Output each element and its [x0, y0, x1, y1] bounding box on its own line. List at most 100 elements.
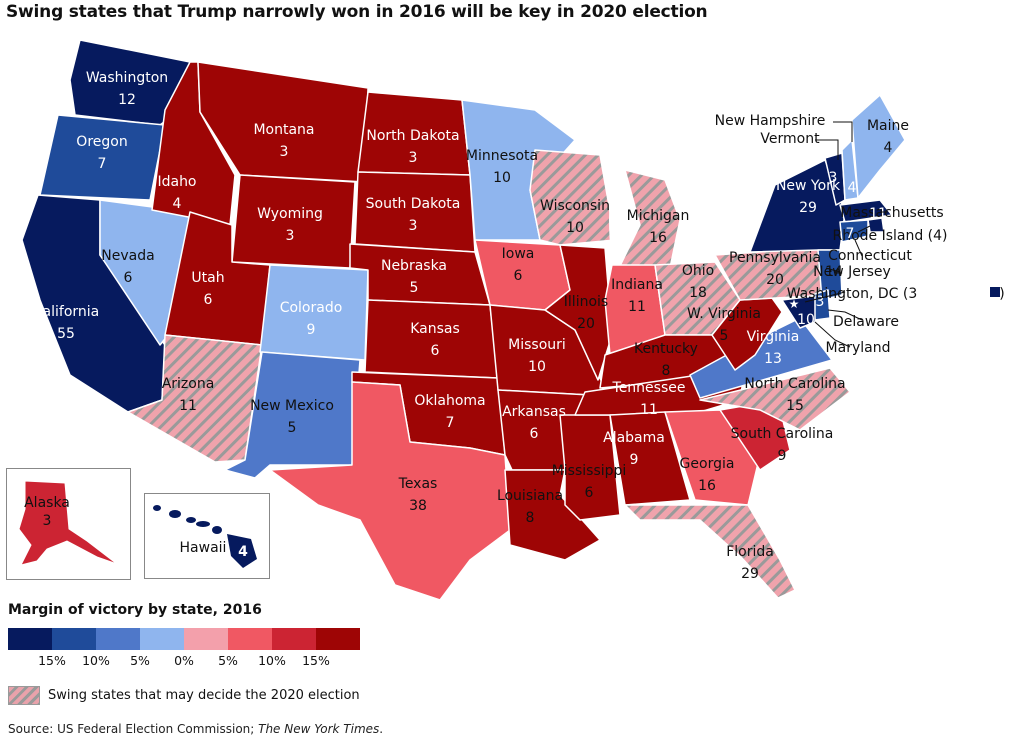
state-ev-w-virginia: 5	[720, 328, 729, 344]
legend-swatch-d0	[140, 628, 184, 650]
state-maine[interactable]	[851, 94, 906, 199]
state-alaska[interactable]	[18, 480, 118, 566]
dc-star-icon: ★	[789, 297, 800, 311]
legend-swatch-d10	[52, 628, 96, 650]
state-ev-montana: 3	[280, 144, 289, 160]
state-label-oklahoma: Oklahoma	[414, 393, 485, 409]
state-idaho[interactable]	[151, 61, 236, 226]
state-rhode-island[interactable]	[867, 217, 885, 233]
state-label-new-york: New York	[776, 178, 841, 194]
state-ev-washington: 12	[118, 92, 136, 108]
state-ev-indiana: 11	[628, 299, 646, 315]
state-ev-maine: 4	[884, 140, 893, 156]
state-ev-south-carolina: 9	[778, 448, 787, 464]
alaska-inset: Alaska 3	[6, 468, 131, 580]
state-illinois[interactable]	[544, 244, 613, 381]
state-ev-arkansas: 6	[530, 426, 539, 442]
state-massachusetts[interactable]	[839, 199, 893, 223]
state-ev-louisiana: 8	[526, 510, 535, 526]
state-ev-nebraska: 5	[410, 280, 419, 296]
state-ev-south-dakota: 3	[409, 218, 418, 234]
state-ev-new-mexico: 5	[288, 420, 297, 436]
state-label-nevada: Nevada	[101, 248, 154, 264]
state-hawaii[interactable]	[227, 534, 257, 568]
state-label-mississippi: Mississippi	[552, 463, 627, 479]
legend-swatch-r15	[316, 628, 360, 650]
state-label-kansas: Kansas	[410, 321, 460, 337]
state-label-virginia: Virginia	[747, 329, 800, 345]
state-ev-new-jersey: 14	[825, 264, 843, 280]
state-labels: Washington12Oregon7California55Nevada6Id…	[33, 70, 1005, 582]
state-label-massachusetts: Massachusetts	[840, 205, 943, 221]
state-connecticut[interactable]	[839, 219, 869, 243]
state-label-nebraska: Nebraska	[381, 258, 447, 274]
state-ev-mississippi: 6	[585, 485, 594, 501]
state-ev-tennessee: 11	[640, 402, 658, 418]
legend-swatch-d5	[96, 628, 140, 650]
state-label-north-dakota: North Dakota	[366, 128, 459, 144]
state-label-indiana: Indiana	[611, 277, 663, 293]
state-north-carolina[interactable]	[699, 367, 851, 431]
state-ev-idaho: 4	[173, 196, 182, 212]
state-ev-georgia: 16	[698, 478, 716, 494]
state-ev-missouri: 10	[528, 359, 546, 375]
state-label-idaho: Idaho	[157, 174, 196, 190]
state-label-new-mexico: New Mexico	[250, 398, 334, 414]
legend-swatch-r0	[184, 628, 228, 650]
state-texas[interactable]	[269, 381, 511, 600]
state-label-washington: Washington	[86, 70, 168, 86]
state-nebraska[interactable]	[349, 243, 491, 306]
state-ev-ohio: 18	[689, 285, 707, 301]
callout-lines	[804, 121, 888, 348]
state-label-montana: Montana	[253, 122, 314, 138]
state-label-washington-dc-: Washington, DC (3	[787, 286, 918, 302]
legend-tick: 10%	[258, 653, 286, 668]
source-italic: The New York Times	[258, 722, 380, 736]
state-ev-minnesota: 10	[493, 170, 511, 186]
state-ev-texas: 38	[409, 498, 427, 514]
state-florida[interactable]	[624, 504, 796, 599]
legend-swatch-r10	[272, 628, 316, 650]
swing-hatch-swatch	[8, 686, 40, 705]
swing-label: Swing states that may decide the 2020 el…	[48, 688, 360, 703]
state-alabama[interactable]	[609, 411, 691, 506]
state-kansas[interactable]	[364, 299, 499, 379]
source-prefix: Source: US Federal Election Commission;	[8, 722, 259, 736]
map-title: Swing states that Trump narrowly won in …	[6, 2, 708, 22]
state-label-vermont: Vermont	[760, 131, 820, 147]
legend-color-scale	[8, 628, 360, 650]
state-ev-oklahoma: 7	[446, 415, 455, 431]
state-ev-florida: 29	[741, 566, 759, 582]
state-ev-arizona: 11	[179, 398, 197, 414]
state-label-illinois: Illinois	[564, 294, 608, 310]
state-label-arizona: Arizona	[162, 376, 215, 392]
state-ev-pennsylvania: 20	[766, 272, 784, 288]
dc-square-icon	[990, 287, 1000, 297]
state-south-dakota[interactable]	[354, 171, 476, 253]
state-ev-new-hampshire: 4	[848, 180, 857, 196]
legend-tick: 15%	[38, 653, 66, 668]
legend-ticks: 15% 10% 5% 0% 5% 10% 15%	[8, 653, 360, 669]
state-label-utah: Utah	[191, 270, 224, 286]
state-ev-california: 55	[57, 326, 75, 342]
state-label-delaware: Delaware	[833, 314, 899, 330]
state-label-arkansas: Arkansas	[502, 404, 566, 420]
state-label-michigan: Michigan	[627, 208, 690, 224]
state-label-florida: Florida	[726, 544, 774, 560]
state-oregon[interactable]	[39, 114, 166, 201]
state-label-iowa: Iowa	[502, 246, 535, 262]
state-ev-iowa: 6	[514, 268, 523, 284]
hawaii-label: Hawaii	[180, 540, 227, 556]
legend-swatch-r5	[228, 628, 272, 650]
state-label-tennessee: Tennessee	[612, 380, 686, 396]
legend-title: Margin of victory by state, 2016	[8, 602, 262, 618]
state-label-w-virginia: W. Virginia	[687, 306, 761, 322]
state-ev-colorado: 9	[307, 322, 316, 338]
state-label-california: California	[33, 304, 99, 320]
legend-tick: 15%	[302, 653, 330, 668]
state-new-jersey[interactable]	[817, 249, 843, 301]
state-label-new-jersey: New Jersey	[813, 264, 891, 280]
state-label-texas: Texas	[398, 476, 438, 492]
state-label-maryland: Maryland	[826, 340, 891, 356]
state-ev-massachusetts: 11	[869, 206, 887, 222]
